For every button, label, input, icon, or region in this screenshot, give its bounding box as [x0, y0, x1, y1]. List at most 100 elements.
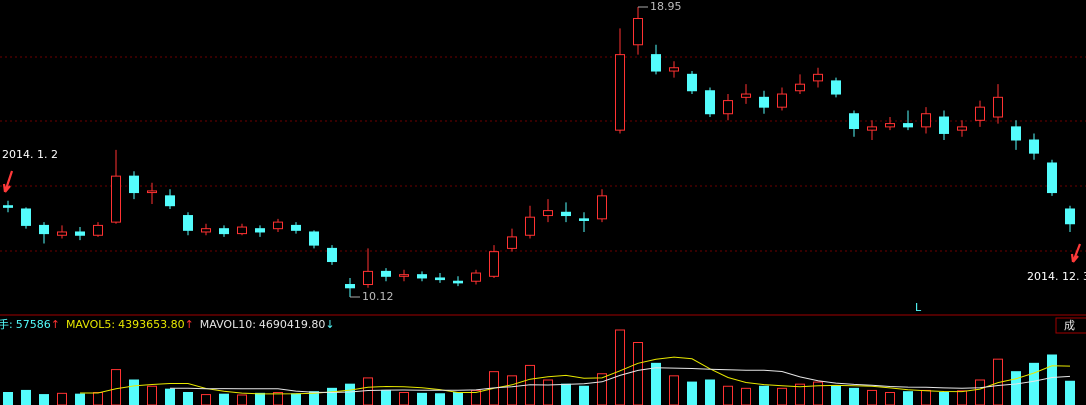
- volume-bar: [111, 369, 121, 405]
- candle-body: [1011, 126, 1021, 141]
- candle-body: [1029, 139, 1039, 154]
- volume-bar: [3, 392, 13, 405]
- candle-body: [795, 83, 805, 92]
- candle-body: [129, 175, 139, 194]
- volume-bar: [39, 394, 49, 405]
- volume-bar: [669, 375, 679, 405]
- volume-bar: [327, 387, 337, 405]
- volume-bar: [561, 383, 571, 405]
- date-label: 2014. 12. 31: [1027, 270, 1086, 283]
- volume-bar: [831, 385, 841, 405]
- volume-bar: [615, 329, 625, 405]
- candle-body: [813, 73, 823, 82]
- button[interactable]: [1055, 317, 1086, 334]
- candle-body: [345, 284, 355, 289]
- candle-body: [615, 54, 625, 131]
- candle-body: [327, 247, 337, 263]
- volume-bar: [273, 392, 283, 405]
- volume-bar: [75, 393, 85, 405]
- volume-bar: [849, 387, 859, 405]
- legend-value: 4690419.80: [259, 318, 325, 331]
- candle-body: [39, 224, 49, 235]
- volume-bar: [1029, 362, 1039, 405]
- volume-bar: [903, 391, 913, 405]
- volume-bar: [219, 393, 229, 405]
- candle-body: [741, 93, 751, 98]
- candle-body: [543, 210, 553, 217]
- volume-bar: [183, 392, 193, 405]
- candle-body: [723, 100, 733, 115]
- legend-name: MAVOL5:: [66, 318, 115, 331]
- volume-bar: [165, 388, 175, 405]
- volume-bar: [201, 394, 211, 405]
- candle-body: [777, 93, 787, 108]
- volume-bar: [777, 387, 787, 405]
- candle-body: [147, 190, 157, 194]
- candle-body: [453, 280, 463, 284]
- legend-value: 4393653.80: [118, 318, 184, 331]
- volume-bar: [1065, 380, 1075, 405]
- candle-body: [219, 228, 229, 235]
- candle-body: [975, 106, 985, 121]
- candle-body: [651, 54, 661, 72]
- volume-bar: [579, 385, 589, 405]
- candle-body: [3, 205, 13, 208]
- candle-body: [93, 224, 103, 236]
- volume-bar: [453, 392, 463, 405]
- volume-bar: [291, 393, 301, 405]
- candle-body: [993, 96, 1003, 118]
- volume-bar: [543, 379, 553, 405]
- volume-bar: [867, 389, 877, 405]
- min-label: 10.12: [362, 290, 394, 303]
- volume-bar: [237, 394, 247, 405]
- candle-body: [597, 195, 607, 220]
- candle-body: [309, 231, 319, 246]
- volume-bar: [957, 390, 967, 405]
- lead-value: 57586: [16, 318, 51, 331]
- candle-body: [381, 270, 391, 277]
- candle-body: [759, 96, 769, 108]
- candle-body: [1047, 162, 1057, 194]
- candle-body: [435, 277, 445, 281]
- candle-body: [111, 175, 121, 223]
- lead-name: 手:: [0, 317, 13, 331]
- candle-body: [291, 224, 301, 231]
- volume-bar: [255, 392, 265, 405]
- volume-bar: [651, 362, 661, 405]
- candle-body: [579, 218, 589, 221]
- candle-body: [849, 113, 859, 130]
- volume-header: 手: 57586↑ MAVOL5: 4393653.80↑ MAVOL10: 469041…: [0, 317, 335, 331]
- button-label[interactable]: 成: [1064, 319, 1075, 332]
- volume-bar: [129, 379, 139, 405]
- max-label: 18.95: [650, 0, 682, 13]
- candle-body: [831, 80, 841, 95]
- volume-bar: [813, 381, 823, 405]
- candle-body: [669, 67, 679, 72]
- candle-body: [633, 17, 643, 46]
- legend-arrow: ↑: [185, 318, 194, 331]
- volume-bar: [939, 392, 949, 405]
- candle-body: [363, 270, 373, 286]
- candle-body: [1065, 208, 1075, 225]
- candle-body: [885, 123, 895, 128]
- candle-body: [957, 126, 967, 131]
- candle-body: [507, 236, 517, 249]
- legend-name: MAVOL10:: [200, 318, 256, 331]
- volume-bar: [795, 383, 805, 405]
- volume-bar: [633, 342, 643, 405]
- volume-bar: [1047, 354, 1057, 405]
- candle-body: [75, 231, 85, 236]
- volume-bar: [363, 377, 373, 405]
- volume-bar: [345, 383, 355, 405]
- volume-bar: [381, 389, 391, 405]
- candle-body: [903, 123, 913, 128]
- volume-bar: [687, 381, 697, 405]
- candle-body: [21, 208, 31, 226]
- marker: L: [915, 301, 922, 314]
- candle-body: [273, 221, 283, 230]
- candle-body: [471, 272, 481, 282]
- candle-body: [201, 228, 211, 233]
- candle-body: [399, 274, 409, 277]
- volume-bar: [723, 385, 733, 405]
